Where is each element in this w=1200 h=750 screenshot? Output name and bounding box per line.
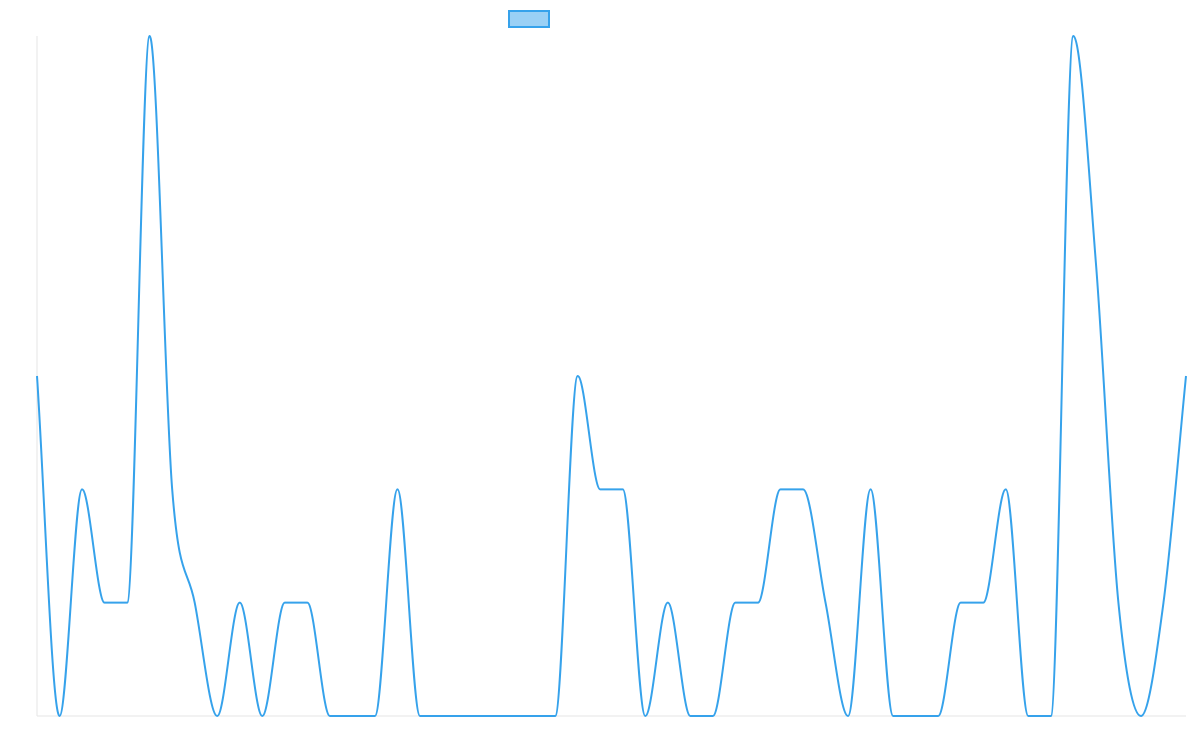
data-point-31[interactable] bbox=[732, 600, 738, 606]
data-point-5[interactable] bbox=[147, 33, 153, 39]
data-point-48[interactable] bbox=[1115, 600, 1121, 606]
data-point-14[interactable] bbox=[349, 713, 355, 719]
data-point-17[interactable] bbox=[417, 713, 423, 719]
data-point-19[interactable] bbox=[462, 713, 468, 719]
data-point-1[interactable] bbox=[57, 713, 63, 719]
data-point-28[interactable] bbox=[665, 600, 671, 606]
series-line bbox=[36, 34, 1187, 718]
data-point-39[interactable] bbox=[913, 713, 919, 719]
data-point-46[interactable] bbox=[1070, 33, 1076, 39]
data-point-15[interactable] bbox=[372, 713, 378, 719]
data-point-36[interactable] bbox=[845, 713, 851, 719]
data-point-40[interactable] bbox=[935, 713, 941, 719]
data-point-41[interactable] bbox=[958, 600, 964, 606]
data-point-42[interactable] bbox=[980, 600, 986, 606]
data-point-3[interactable] bbox=[102, 600, 108, 606]
data-point-27[interactable] bbox=[642, 713, 648, 719]
data-point-35[interactable] bbox=[823, 600, 829, 606]
data-point-47[interactable] bbox=[1093, 260, 1099, 266]
data-point-30[interactable] bbox=[710, 713, 716, 719]
legend-swatch[interactable] bbox=[508, 10, 550, 28]
data-point-24[interactable] bbox=[575, 373, 581, 379]
data-point-49[interactable] bbox=[1138, 713, 1144, 719]
data-point-16[interactable] bbox=[394, 486, 400, 492]
data-point-34[interactable] bbox=[800, 486, 806, 492]
data-point-20[interactable] bbox=[485, 713, 491, 719]
data-point-25[interactable] bbox=[597, 486, 603, 492]
data-point-9[interactable] bbox=[237, 600, 243, 606]
data-point-6[interactable] bbox=[169, 486, 175, 492]
data-point-13[interactable] bbox=[327, 713, 333, 719]
data-point-37[interactable] bbox=[868, 486, 874, 492]
data-point-43[interactable] bbox=[1003, 486, 1009, 492]
data-point-0[interactable] bbox=[34, 373, 40, 379]
data-point-50[interactable] bbox=[1160, 600, 1166, 606]
data-point-45[interactable] bbox=[1048, 713, 1054, 719]
data-point-12[interactable] bbox=[304, 600, 310, 606]
data-point-7[interactable] bbox=[192, 600, 198, 606]
data-point-26[interactable] bbox=[620, 486, 626, 492]
data-point-29[interactable] bbox=[687, 713, 693, 719]
data-point-21[interactable] bbox=[507, 713, 513, 719]
data-point-4[interactable] bbox=[124, 600, 130, 606]
data-point-38[interactable] bbox=[890, 713, 896, 719]
data-point-33[interactable] bbox=[777, 486, 783, 492]
data-point-22[interactable] bbox=[530, 713, 536, 719]
data-point-18[interactable] bbox=[440, 713, 446, 719]
data-point-32[interactable] bbox=[755, 600, 761, 606]
data-point-23[interactable] bbox=[552, 713, 558, 719]
data-point-8[interactable] bbox=[214, 713, 220, 719]
data-point-51[interactable] bbox=[1183, 373, 1189, 379]
data-point-2[interactable] bbox=[79, 486, 85, 492]
data-point-44[interactable] bbox=[1025, 713, 1031, 719]
data-point-10[interactable] bbox=[259, 713, 265, 719]
data-point-11[interactable] bbox=[282, 600, 288, 606]
